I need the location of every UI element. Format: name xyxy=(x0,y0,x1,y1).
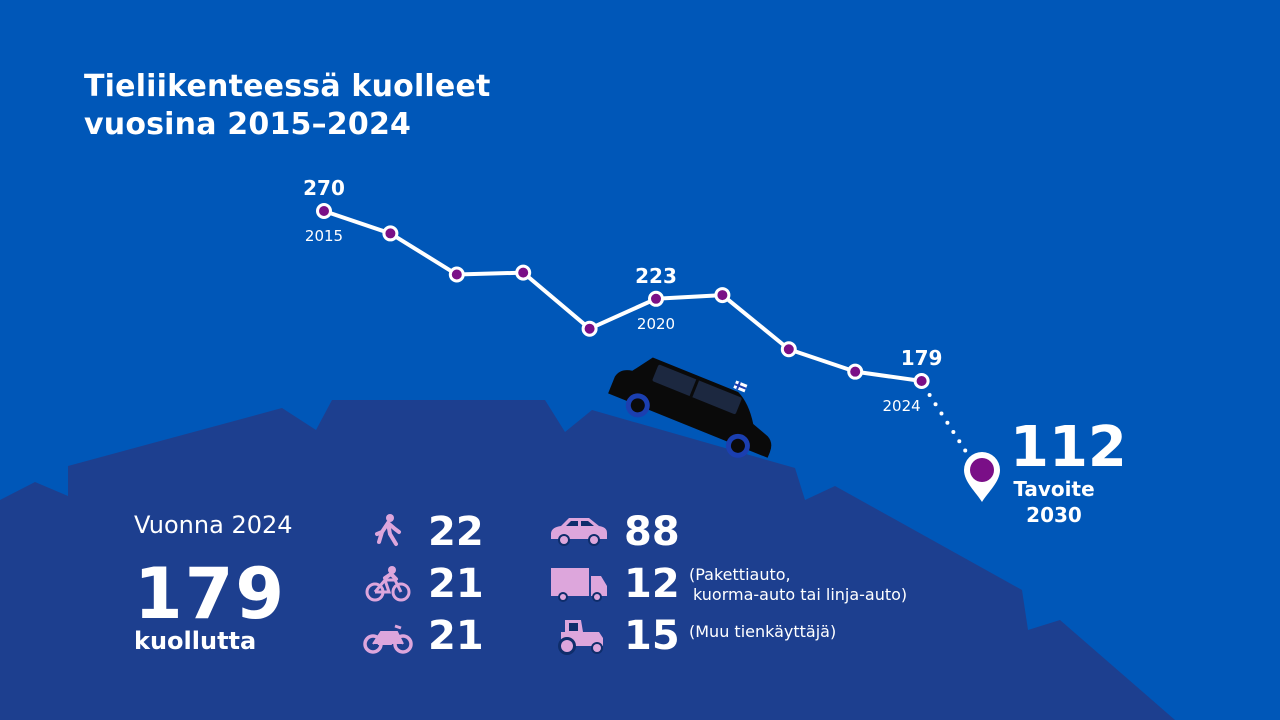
year-label-2020: 2020 xyxy=(637,315,675,333)
target-trend-line xyxy=(927,393,972,460)
summary-year: Vuonna 2024 xyxy=(134,511,293,539)
category-value: 12 xyxy=(624,561,680,607)
year-label-2024: 2024 xyxy=(883,397,921,415)
value-label-2015: 270 xyxy=(303,176,345,200)
value-label-2020: 223 xyxy=(635,264,677,288)
truck-note-line-1: (Pakettiauto, xyxy=(689,565,791,584)
chart-title: Tieliikenteessä kuolleet vuosina 2015–20… xyxy=(84,68,491,144)
year-label-2015: 2015 xyxy=(305,227,343,245)
value-label-2024: 179 xyxy=(901,346,943,370)
data-point-2017 xyxy=(448,266,465,283)
mountain-silhouette xyxy=(0,400,1175,720)
tractor-icon xyxy=(548,616,610,656)
bicycle-icon xyxy=(362,564,414,604)
data-point-2019 xyxy=(581,320,598,337)
series-line xyxy=(323,209,922,383)
data-point-2021 xyxy=(714,287,731,304)
data-point-2018 xyxy=(515,264,532,281)
target-label-line-2: 2030 xyxy=(1026,503,1082,527)
category-value: 88 xyxy=(624,509,680,555)
data-point-2020 xyxy=(648,290,664,307)
data-point-2024 xyxy=(913,373,930,389)
car-icon xyxy=(548,512,610,552)
data-point-2015 xyxy=(316,203,332,219)
other-note: (Muu tienkäyttäjä) xyxy=(689,622,837,641)
summary-unit: kuollutta xyxy=(134,627,257,655)
category-value: 15 xyxy=(624,613,680,659)
truck-note: (Pakettiauto, kuorma-auto tai linja-auto… xyxy=(689,565,907,605)
truck-note-line-2: kuorma-auto tai linja-auto) xyxy=(693,585,908,604)
truck-icon xyxy=(548,564,610,604)
motorcycle-icon xyxy=(362,616,414,656)
target-label-line-1: Tavoite xyxy=(1013,477,1095,501)
data-point-2023 xyxy=(847,363,864,380)
summary-total: 179 xyxy=(134,553,287,635)
category-motorcyclists: 21 xyxy=(362,614,484,658)
category-cars: 88 xyxy=(548,510,680,554)
category-value: 21 xyxy=(428,613,484,659)
category-value: 22 xyxy=(428,509,484,555)
category-pedestrians: 22 xyxy=(362,510,484,554)
data-point-2022 xyxy=(780,341,797,358)
pedestrian-icon xyxy=(362,512,414,552)
category-other: 15 xyxy=(548,614,680,658)
title-line-1: Tieliikenteessä kuolleet xyxy=(84,69,491,104)
summary-block: Vuonna 2024 179 kuollutta xyxy=(134,510,293,654)
target-label: Tavoite 2030 xyxy=(1004,476,1104,528)
target-value: 112 xyxy=(1010,415,1127,480)
category-value: 21 xyxy=(428,561,484,607)
category-cyclists: 21 xyxy=(362,562,484,606)
title-line-2: vuosina 2015–2024 xyxy=(84,107,412,142)
data-point-2016 xyxy=(382,225,399,242)
category-trucks: 12 xyxy=(548,562,680,606)
target-pin-icon xyxy=(964,452,1000,502)
line-chart: 270 2015 223 2020 179 2024 xyxy=(303,176,972,460)
hearse-car xyxy=(608,357,772,458)
